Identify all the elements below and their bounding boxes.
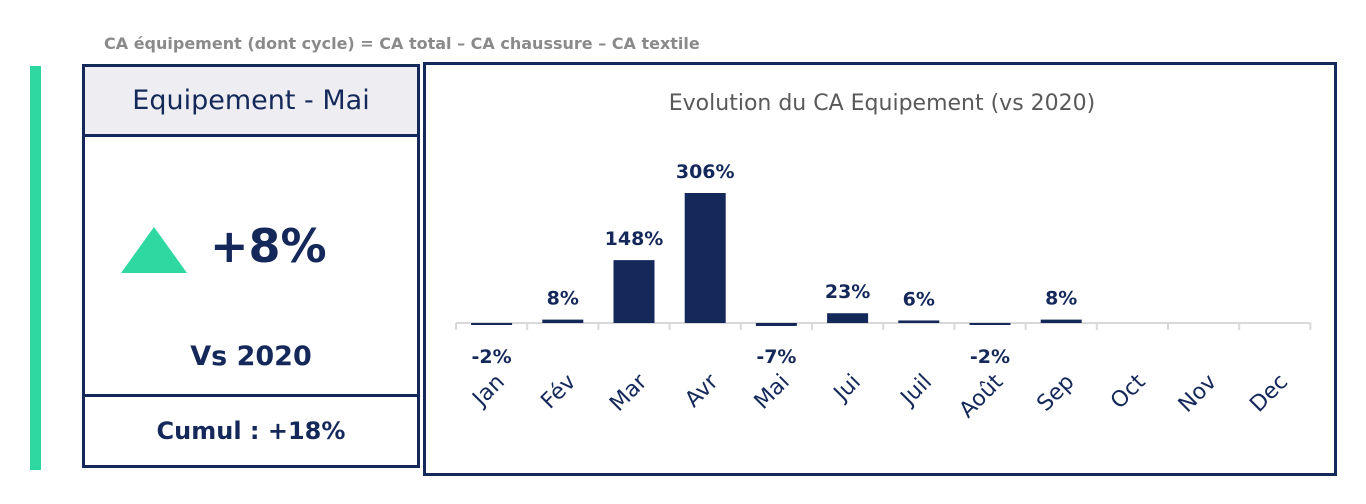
data-label-Jui: 23% (825, 281, 870, 303)
bar-chart: Evolution du CA Equipement (vs 2020) -2%… (455, 91, 1312, 423)
kpi-comparison: Vs 2020 (190, 341, 312, 372)
bar-Avr (684, 193, 726, 323)
x-tick-label-Dec: Dec (1245, 370, 1293, 418)
bar-Jan (471, 323, 513, 325)
data-label-Juil: 6% (903, 288, 935, 310)
data-label-Fév: 8% (547, 288, 579, 310)
x-tick-label-Août: Août (955, 369, 1009, 423)
accent-bar (30, 66, 41, 470)
bar-Fév (542, 319, 584, 323)
data-label-Avr: 306% (676, 161, 735, 183)
kpi-title: Equipement - Mai (85, 67, 417, 137)
x-tick-label-Mar: Mar (605, 369, 653, 417)
kpi-cumulative: Cumul : +18% (85, 394, 417, 465)
x-tick-label-Avr: Avr (680, 369, 724, 413)
bar-Mai (755, 323, 797, 326)
x-tick-label-Oct: Oct (1106, 369, 1151, 414)
data-label-Août: -2% (970, 346, 1010, 368)
trend-up-icon (121, 227, 187, 273)
formula-note: CA équipement (dont cycle) = CA total – … (104, 34, 700, 53)
chart-panel: Evolution du CA Equipement (vs 2020) -2%… (423, 62, 1337, 476)
bar-Jui (827, 313, 869, 323)
x-tick-label-Jui: Jui (828, 370, 866, 408)
chart-title: Evolution du CA Equipement (vs 2020) (669, 91, 1095, 116)
data-label-Mar: 148% (605, 228, 664, 250)
bar-Sep (1040, 319, 1082, 323)
bar-Juil (898, 320, 940, 323)
data-label-Sep: 8% (1045, 288, 1077, 310)
kpi-card: Equipement - Mai +8% Vs 2020 Cumul : +18… (82, 64, 420, 468)
x-tick-label-Fév: Fév (536, 370, 581, 415)
bar-Août (969, 323, 1011, 325)
kpi-value: +8% (210, 219, 327, 273)
data-label-Mai: -7% (756, 346, 796, 368)
x-tick-label-Jan: Jan (467, 370, 510, 413)
bar-Mar (613, 260, 655, 323)
data-label-Jan: -2% (472, 346, 512, 368)
x-tick-label-Sep: Sep (1032, 370, 1079, 417)
x-tick-label-Nov: Nov (1174, 370, 1222, 418)
x-tick-label-Mai: Mai (750, 370, 795, 415)
x-tick-label-Juil: Juil (895, 370, 937, 412)
